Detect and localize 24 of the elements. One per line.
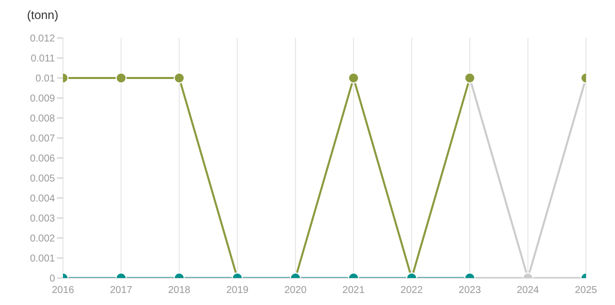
y-tick-label: 0.003 xyxy=(30,214,56,225)
y-tick-label: 0.009 xyxy=(30,94,56,105)
x-tick-label: 2017 xyxy=(110,285,133,296)
y-tick-label: 0.001 xyxy=(30,254,56,265)
x-tick-label: 2020 xyxy=(284,285,308,296)
x-tick-label: 2019 xyxy=(226,285,249,296)
x-tick-label: 2025 xyxy=(574,285,598,296)
x-tick-label: 2022 xyxy=(400,285,424,296)
x-tick-label: 2024 xyxy=(516,285,540,296)
y-tick-label: 0.012 xyxy=(30,34,56,45)
y-tick-label: 0.011 xyxy=(30,54,56,65)
x-tick-label: 2021 xyxy=(342,285,366,296)
x-tick-label: 2023 xyxy=(458,285,482,296)
y-axis-title: (tonn) xyxy=(27,8,58,22)
y-tick-label: 0.005 xyxy=(30,174,56,185)
y-tick-label: 0.006 xyxy=(30,154,56,165)
y-tick-label: 0.01 xyxy=(36,74,56,85)
x-tick-label: 2016 xyxy=(52,285,75,296)
y-tick-label: 0 xyxy=(49,274,56,285)
y-tick-label: 0.007 xyxy=(30,134,56,145)
y-tick-label: 0.002 xyxy=(30,234,56,245)
x-tick-label: 2018 xyxy=(168,285,191,296)
y-tick-label: 0.008 xyxy=(30,114,56,125)
y-tick-label: 0.004 xyxy=(30,194,56,205)
